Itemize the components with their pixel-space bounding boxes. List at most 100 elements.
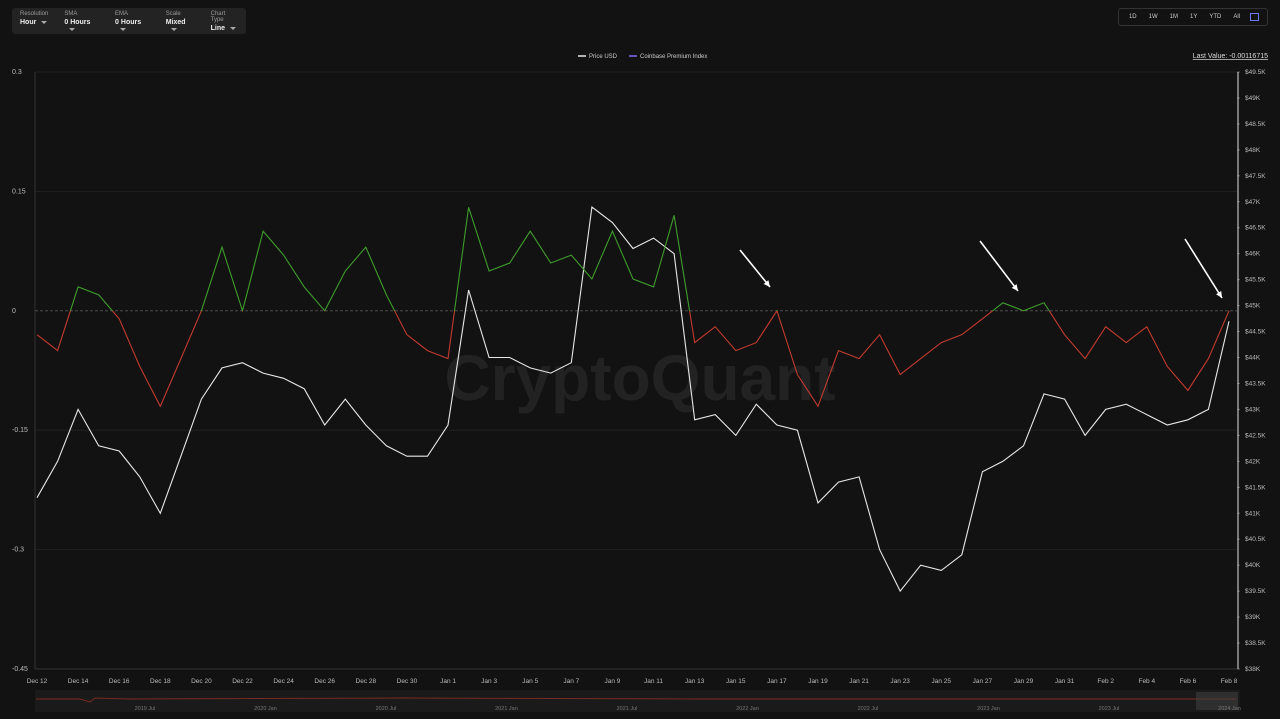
y2-tick-label: $44.5K xyxy=(1245,329,1266,336)
y2-tick-label: $38K xyxy=(1245,666,1261,673)
y-tick-label: 0.15 xyxy=(12,188,26,195)
control-label: Scale xyxy=(165,11,181,17)
x-tick-label: Jan 7 xyxy=(563,678,579,685)
x-tick-label: Feb 8 xyxy=(1221,678,1238,685)
navigator-label: 2022 Jul xyxy=(858,706,879,712)
y2-tick-label: $45K xyxy=(1245,303,1261,310)
x-tick-label: Jan 9 xyxy=(604,678,620,685)
x-tick-label: Jan 21 xyxy=(849,678,869,685)
x-tick-label: Jan 17 xyxy=(767,678,787,685)
range-button[interactable]: 1W xyxy=(1148,14,1158,20)
y2-tick-label: $44K xyxy=(1245,355,1261,362)
navigator-window[interactable] xyxy=(1196,692,1238,710)
x-tick-label: Dec 16 xyxy=(109,678,130,685)
x-tick-label: Feb 4 xyxy=(1138,678,1155,685)
y2-tick-label: $39K xyxy=(1245,614,1261,621)
x-tick-label: Jan 23 xyxy=(890,678,910,685)
y-tick-label: -0.15 xyxy=(12,427,28,434)
y2-tick-label: $43K xyxy=(1245,406,1261,413)
control-label: EMA xyxy=(115,11,129,17)
legend-label: Coinbase Premium Index xyxy=(640,54,707,60)
x-tick-label: Jan 5 xyxy=(522,678,538,685)
x-tick-label: Feb 2 xyxy=(1097,678,1114,685)
x-tick-label: Dec 26 xyxy=(314,678,335,685)
x-tick-label: Dec 30 xyxy=(397,678,418,685)
y2-tick-label: $42K xyxy=(1245,458,1261,465)
series-line xyxy=(36,207,1230,408)
y2-tick-label: $41K xyxy=(1245,510,1261,517)
annotation-arrowhead xyxy=(1216,291,1222,298)
y2-tick-label: $46.5K xyxy=(1245,225,1266,232)
control[interactable]: Resolution Hour xyxy=(12,8,56,34)
control-value[interactable]: 0 Hours xyxy=(64,19,99,33)
x-tick-label: Feb 6 xyxy=(1180,678,1197,685)
navigator-label: 2024 Jan xyxy=(1218,706,1241,712)
control[interactable]: SMA 0 Hours xyxy=(56,8,107,34)
control-value[interactable]: Line xyxy=(211,25,238,32)
x-tick-label: Dec 28 xyxy=(356,678,377,685)
control[interactable]: Scale Mixed xyxy=(158,8,203,34)
navigator-label: 2021 Jan xyxy=(495,706,518,712)
y-tick-label: -0.3 xyxy=(12,547,24,554)
annotation-arrow xyxy=(739,249,771,288)
control[interactable]: EMA 0 Hours xyxy=(107,8,158,34)
range-button[interactable]: All xyxy=(1233,14,1240,20)
y2-tick-label: $47.5K xyxy=(1245,173,1266,180)
control-label: Chart Type xyxy=(210,11,226,23)
y2-tick-label: $41.5K xyxy=(1245,484,1266,491)
x-tick-label: Jan 13 xyxy=(685,678,705,685)
annotation-arrowhead xyxy=(763,280,770,287)
x-tick-label: Dec 12 xyxy=(27,678,48,685)
watermark: CryptoQuant xyxy=(444,342,835,414)
range-button[interactable]: 1D xyxy=(1128,14,1137,20)
y2-tick-label: $47K xyxy=(1245,199,1261,206)
y2-tick-label: $43.5K xyxy=(1245,380,1266,387)
y2-tick-label: $48K xyxy=(1245,147,1261,154)
x-tick-label: Jan 19 xyxy=(808,678,828,685)
y-tick-label: -0.45 xyxy=(12,666,28,673)
y2-tick-label: $40.5K xyxy=(1245,536,1266,543)
y2-tick-label: $39.5K xyxy=(1245,588,1266,595)
last-value: Last Value: -0.00116715 xyxy=(1193,53,1268,60)
calendar-icon[interactable] xyxy=(1250,13,1259,21)
x-tick-label: Dec 22 xyxy=(232,678,253,685)
x-tick-label: Jan 27 xyxy=(973,678,993,685)
annotation-arrowhead xyxy=(1011,284,1018,291)
navigator-label: 2020 Jul xyxy=(376,706,397,712)
x-tick-label: Jan 15 xyxy=(726,678,746,685)
x-tick-label: Jan 25 xyxy=(932,678,952,685)
x-tick-label: Jan 3 xyxy=(481,678,497,685)
navigator-label: 2019 Jul xyxy=(135,706,156,712)
range-button[interactable]: 1Y xyxy=(1189,14,1198,20)
x-tick-label: Dec 20 xyxy=(191,678,212,685)
range-buttons: 1D 1W 1M 1Y YTD All xyxy=(1117,8,1268,26)
navigator-label: 2020 Jan xyxy=(254,706,277,712)
y2-tick-label: $45.5K xyxy=(1245,277,1266,284)
navigator-label: 2022 Jan xyxy=(736,706,759,712)
x-tick-label: Jan 11 xyxy=(644,678,663,685)
control-value[interactable]: Mixed xyxy=(166,19,195,33)
y2-tick-label: $48.5K xyxy=(1245,121,1266,128)
range-button[interactable]: YTD xyxy=(1209,14,1222,20)
range-button[interactable]: 1M xyxy=(1169,14,1178,20)
x-tick-label: Dec 24 xyxy=(273,678,294,685)
y2-tick-label: $46K xyxy=(1245,251,1261,258)
navigator xyxy=(35,690,1240,712)
control-label: Resolution xyxy=(20,11,49,17)
x-tick-label: Dec 14 xyxy=(68,678,89,685)
control-label: SMA xyxy=(64,11,78,17)
x-tick-label: Jan 31 xyxy=(1055,678,1075,685)
navigator-line xyxy=(36,697,1236,703)
navigator-label: 2021 Jul xyxy=(617,706,638,712)
control[interactable]: Chart Type Line xyxy=(203,8,246,34)
controls-bar: Resolution Hour SMA 0 Hours EMA 0 Hours Scale M… xyxy=(12,8,246,34)
annotation-arrow xyxy=(1184,238,1223,299)
legend-label: Price USD xyxy=(589,54,618,60)
x-tick-label: Jan 29 xyxy=(1014,678,1034,685)
control-value[interactable]: Hour xyxy=(20,19,48,26)
control-value[interactable]: 0 Hours xyxy=(115,19,150,33)
annotation-arrow xyxy=(979,240,1019,292)
x-tick-label: Jan 1 xyxy=(440,678,456,685)
